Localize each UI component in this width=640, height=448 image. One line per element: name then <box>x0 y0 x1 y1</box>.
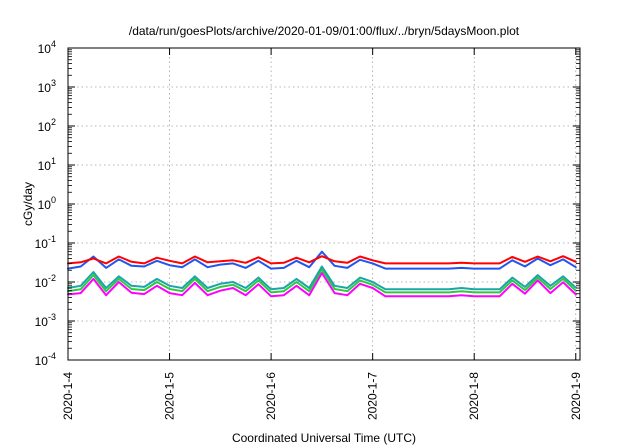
x-tick-labels: 2020-1-4 2020-1-5 2020-1-6 2020-1-7 2020-1-8… <box>61 372 583 420</box>
series-line <box>67 268 577 294</box>
chart-title: /data/run/goesPlots/archive/2020-01-09/0… <box>129 24 520 38</box>
y-tick-label: 100 <box>38 195 56 212</box>
series-line <box>67 265 577 291</box>
y-tick-label: 104 <box>38 39 56 56</box>
x-axis-title: Coordinated Universal Time (UTC) <box>232 431 416 445</box>
axis-ticks <box>67 47 580 361</box>
x-tick-label: 2020-1-8 <box>467 372 481 420</box>
x-tick-label: 2020-1-7 <box>366 372 380 420</box>
y-tick-labels: 10-4 10-3 10-2 10-1 100 101 102 103 104 <box>35 39 56 368</box>
x-tick-label: 2020-1-5 <box>163 372 177 420</box>
series-line <box>67 272 577 298</box>
y-tick-label: 101 <box>38 156 56 173</box>
y-axis-title: cGy/day <box>21 182 35 226</box>
y-tick-label: 10-4 <box>35 351 56 368</box>
series-line <box>67 250 577 270</box>
x-tick-label: 2020-1-4 <box>61 372 75 420</box>
y-tick-label: 103 <box>38 78 56 95</box>
series-line <box>67 255 577 265</box>
grid <box>68 48 580 360</box>
x-tick-label: 2020-1-6 <box>264 372 278 420</box>
x-tick-label: 2020-1-9 <box>569 372 583 420</box>
y-tick-label: 102 <box>38 117 56 134</box>
y-tick-label: 10-2 <box>35 273 56 290</box>
series-layer <box>67 250 577 298</box>
y-tick-label: 10-1 <box>35 234 56 251</box>
y-tick-label: 10-3 <box>35 312 56 329</box>
